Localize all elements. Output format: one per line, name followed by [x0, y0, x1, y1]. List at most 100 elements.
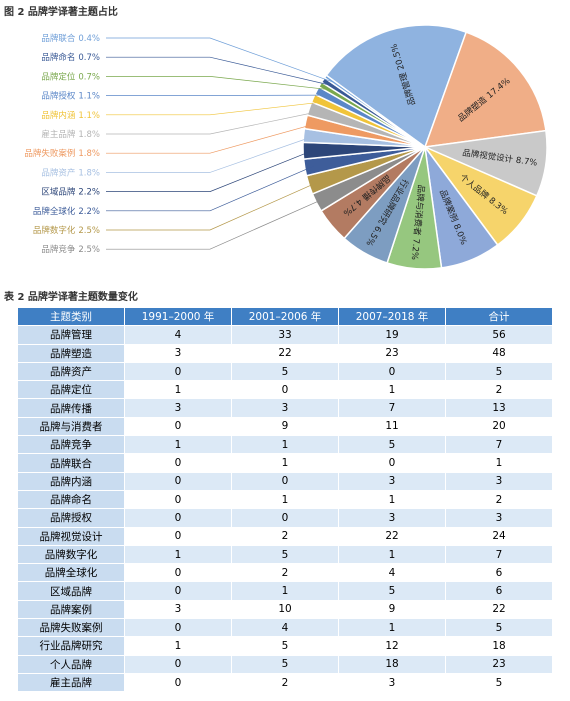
table-cell: 0: [124, 672, 232, 693]
table-cell: 1: [445, 453, 553, 473]
table-cell: 2: [445, 380, 553, 400]
table-row: 品牌失败案例 0 4 1 5: [17, 618, 553, 638]
callout-label: 品牌资产 1.8%: [41, 167, 100, 178]
callout-value: 1.1%: [78, 91, 100, 101]
callout-category: 品牌失败案例: [24, 148, 75, 159]
table-title: 表 2 品牌学译著主题数量变化: [4, 292, 138, 303]
leader-line: [106, 94, 326, 96]
slice-value: 7.2%: [409, 238, 421, 260]
table-cell: 5: [231, 544, 339, 565]
callout-label: 品牌定位 0.7%: [41, 71, 100, 82]
table-row: 个人品牌 0 5 18 23: [17, 654, 553, 674]
table-cell: 11: [338, 416, 446, 437]
table-cell: 2: [445, 489, 553, 510]
callout-label: 品牌授权 1.1%: [41, 90, 100, 101]
data-table: 主题类别 1991–2000 年 2001–2006 年 2007–2018 年合计品…: [17, 306, 553, 693]
callout-category: 品牌内涵: [41, 109, 75, 120]
table-cell: 1: [338, 489, 446, 510]
table-row: 品牌全球化 0 2 4 6: [17, 563, 553, 583]
table-row: 品牌与消费者 0 9 11 20: [17, 416, 553, 437]
table-cell: 24: [445, 526, 553, 546]
table-cell: 3: [445, 508, 553, 528]
callout-label: 雇主品牌 1.8%: [41, 129, 100, 140]
table-cell: 5: [445, 672, 553, 693]
table-cell: 18: [445, 636, 553, 656]
table-cell: 0: [124, 453, 232, 473]
callout-category: 雇主品牌: [41, 129, 76, 140]
callout-label: 品牌联合 0.4%: [41, 33, 100, 44]
table-cell: 3: [124, 343, 232, 363]
table-cell: 4: [231, 618, 339, 638]
table-row: 品牌内涵 0 0 3 3: [17, 471, 553, 491]
table-cell: 1: [124, 435, 232, 455]
table-cell: 12: [338, 636, 446, 656]
table-cell: 22: [338, 526, 446, 546]
table-cell: 0: [124, 618, 232, 638]
table-cell: 3: [231, 398, 339, 418]
table-cell: 1: [124, 636, 232, 656]
table-cell: 19: [338, 325, 446, 345]
table-cell: 22: [445, 599, 553, 620]
callout-value: 1.1%: [78, 110, 100, 120]
callout-category: 品牌联合: [41, 33, 76, 44]
table-cell: 10: [231, 599, 339, 620]
callout-label: 品牌失败案例 1.8%: [24, 148, 100, 159]
table-cell: 5: [445, 361, 553, 382]
row-category: 品牌资产: [17, 361, 125, 382]
callout-label: 品牌竞争 2.5%: [41, 244, 100, 255]
table-cell: 3: [124, 599, 232, 620]
table-cell: 20: [445, 416, 553, 437]
callout-value: 2.5%: [78, 226, 100, 236]
pie-slice: [423, 31, 547, 148]
callout-value: 2.2%: [78, 206, 100, 216]
leader-line: [106, 56, 332, 86]
row-category: 品牌竞争: [17, 435, 125, 455]
leader-line: [106, 165, 315, 212]
leader-line: [106, 123, 316, 154]
table-cell: 9: [338, 599, 446, 620]
table-cell: 22: [231, 343, 339, 363]
table-cell: 6: [445, 563, 553, 583]
callout-category: 品牌竞争: [41, 244, 76, 255]
table-cell: 33: [231, 325, 339, 345]
table-row: 区域品牌 0 1 5 6: [17, 581, 553, 601]
table-cell: 0: [124, 508, 232, 528]
row-category: 品牌与消费者: [17, 416, 125, 437]
row-category: 品牌联合: [17, 453, 125, 473]
row-category: 品牌数字化: [17, 544, 125, 565]
callout-label: 品牌全球化 2.2%: [33, 205, 100, 216]
callout-category: 品牌全球化: [33, 205, 76, 216]
table-row: 品牌联合 0 1 0 1: [17, 453, 553, 473]
pie-figure: 图 2 品牌学译著主题占比 品牌管理20.5%品牌塑造17.4%品牌视觉设计 8.…: [4, 5, 548, 270]
table-cell: 1: [338, 380, 446, 400]
row-category: 品牌命名: [17, 489, 125, 510]
table-cell: 23: [338, 343, 446, 363]
table-row: 行业品牌研究 1 5 12 18: [17, 636, 553, 656]
leader-line: [106, 136, 314, 173]
callout-label: 品牌命名 0.7%: [41, 52, 100, 63]
table-row: 品牌资产 0 5 0 5: [17, 361, 553, 382]
column-header: 1991–2000 年: [124, 306, 232, 327]
table-row: 品牌数字化 1 5 1 7: [17, 544, 553, 565]
callout-value: 0.7%: [78, 72, 100, 82]
table-cell: 0: [338, 453, 446, 473]
callout-label: 区域品牌 2.2%: [41, 186, 100, 197]
row-category: 品牌视觉设计: [17, 526, 125, 546]
table-cell: 1: [338, 544, 446, 565]
pie-slice: [323, 74, 426, 148]
table-cell: 0: [124, 563, 232, 583]
table-cell: 2: [231, 563, 339, 583]
table-row: 品牌传播 3 3 7 13: [17, 398, 553, 418]
table-cell: 3: [338, 508, 446, 528]
table-cell: 7: [445, 435, 553, 455]
callout-value: 0.7%: [78, 53, 100, 63]
callout-category: 品牌定位: [41, 71, 76, 82]
row-category: 品牌案例: [17, 599, 125, 620]
table-cell: 0: [124, 489, 232, 510]
table-cell: 0: [124, 654, 232, 674]
table-cell: 5: [445, 618, 553, 638]
callout-category: 品牌数字化: [33, 225, 76, 236]
leader-line: [106, 37, 334, 83]
column-header: 合计: [445, 306, 553, 327]
